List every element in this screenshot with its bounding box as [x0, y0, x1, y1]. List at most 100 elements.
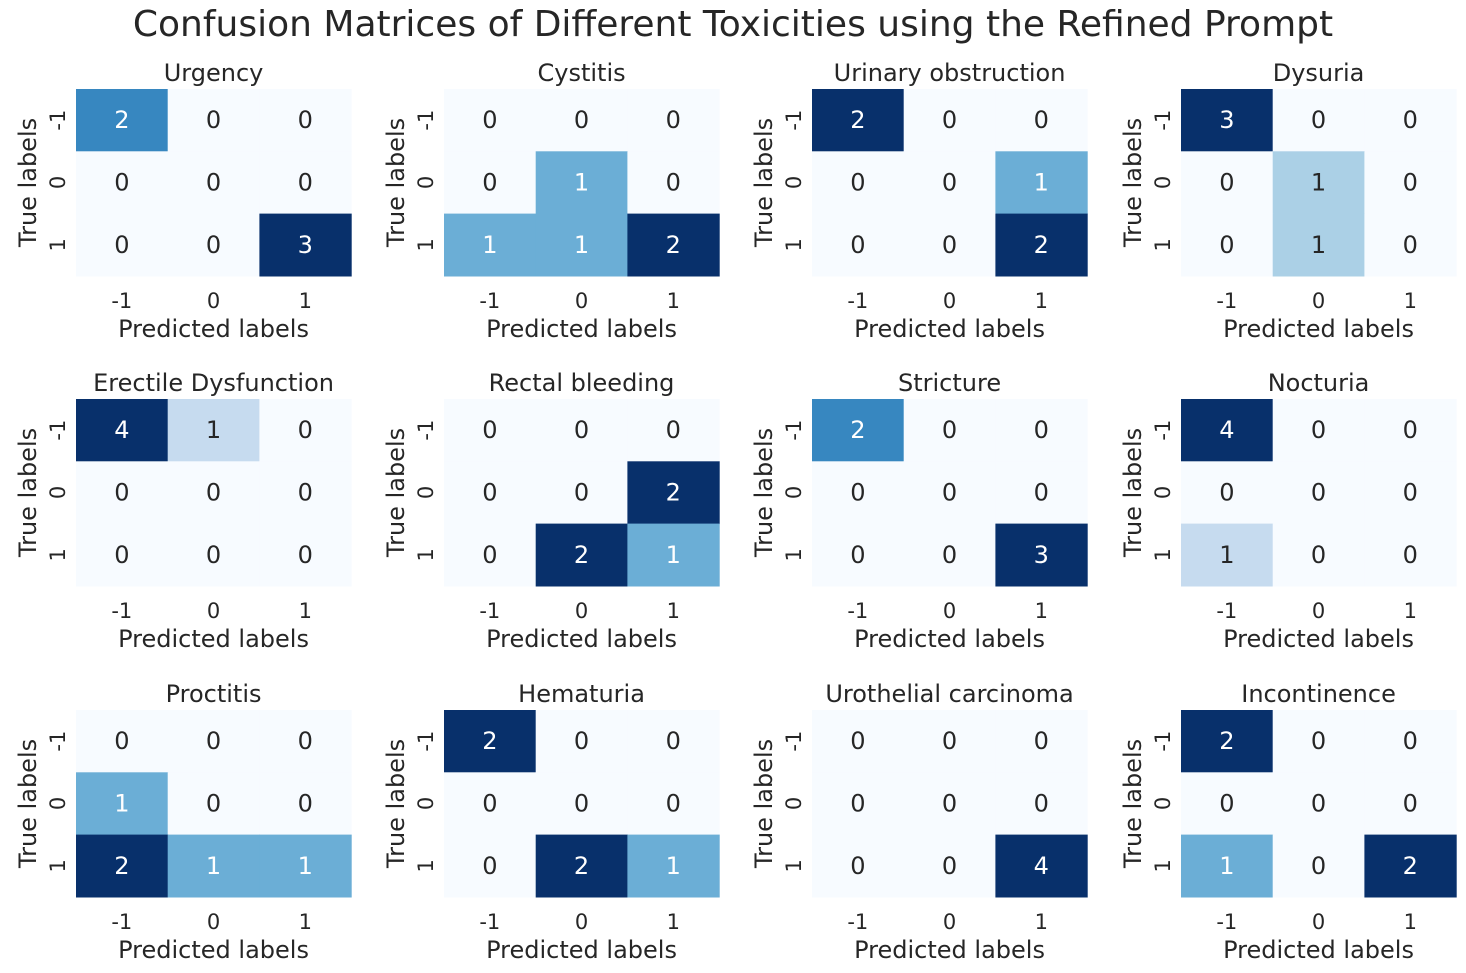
heatmap-cell: [535, 523, 628, 587]
y-tick-label: -1: [46, 731, 70, 752]
heatmap-cell: [259, 213, 352, 277]
y-axis-label: True labels: [750, 118, 778, 248]
y-tick-label: 1: [1151, 859, 1175, 872]
heatmap-title: Urinary obstruction: [834, 59, 1066, 87]
cell-value-label: 0: [850, 231, 865, 259]
heatmap-cell: [627, 710, 720, 773]
x-tick-label: 1: [1035, 599, 1048, 623]
cell-value-label: 0: [1034, 789, 1049, 817]
cell-value-label: 3: [1034, 541, 1049, 569]
cell-value-label: 2: [1403, 852, 1418, 880]
x-axis-label: Predicted labels: [118, 936, 309, 964]
y-tick-label: 1: [1151, 238, 1175, 251]
cell-value-label: 0: [942, 789, 957, 817]
heatmap-cell: [627, 461, 720, 525]
x-tick-label: 0: [1312, 910, 1325, 934]
cell-value-label: 0: [574, 727, 589, 755]
cell-value-label: 0: [298, 168, 313, 196]
cell-value-label: 2: [666, 231, 681, 259]
cell-value-label: 0: [1311, 727, 1326, 755]
x-tick-label: 1: [667, 599, 680, 623]
cell-value-label: 2: [666, 478, 681, 506]
cell-value-label: 2: [850, 416, 865, 444]
heatmap-cell: [995, 772, 1088, 836]
x-axis-label: Predicted labels: [486, 315, 677, 343]
heatmap-cell: [76, 834, 169, 898]
cell-value-label: 0: [1403, 416, 1418, 444]
cell-value-label: 0: [114, 231, 129, 259]
cell-value-label: 0: [850, 789, 865, 817]
heatmap-cell: [259, 772, 352, 836]
cell-value-label: 0: [942, 541, 957, 569]
heatmap-cell: [535, 89, 628, 152]
y-tick-label: -1: [782, 731, 806, 752]
x-tick-label: 0: [207, 910, 220, 934]
cell-value-label: 0: [1403, 168, 1418, 196]
x-tick-label: 0: [575, 289, 588, 313]
y-tick-label: 1: [782, 859, 806, 872]
heatmap-title: Stricture: [898, 369, 1001, 397]
heatmap-cell: [627, 213, 720, 277]
heatmap-title: Urgency: [164, 59, 264, 87]
cell-value-label: 0: [942, 727, 957, 755]
y-tick-label: -1: [414, 110, 438, 131]
heatmap-cell: [1272, 151, 1365, 215]
cell-value-label: 0: [114, 541, 129, 569]
heatmap-cell: [1181, 151, 1274, 215]
heatmap-cell: [812, 772, 905, 836]
y-tick-label: -1: [782, 110, 806, 131]
heatmap-cell: [1272, 834, 1365, 898]
heatmap-cell: [259, 834, 352, 898]
x-tick-label: 1: [1035, 289, 1048, 313]
x-tick-label: 1: [667, 289, 680, 313]
heatmap-cell: [995, 151, 1088, 215]
x-tick-label: 0: [943, 910, 956, 934]
y-tick-label: 0: [1151, 486, 1175, 499]
y-tick-label: 1: [782, 238, 806, 251]
y-tick-label: 1: [782, 548, 806, 561]
heatmap-cell: [76, 213, 169, 277]
x-tick-label: -1: [111, 910, 132, 934]
heatmap-cell: [535, 213, 628, 277]
cell-value-label: 0: [942, 106, 957, 134]
y-tick-label: -1: [1151, 420, 1175, 441]
cell-value-label: 0: [666, 106, 681, 134]
cell-value-label: 0: [1311, 852, 1326, 880]
heatmap-cell: [444, 523, 537, 587]
x-axis-label: Predicted labels: [1223, 625, 1414, 653]
heatmap-cell: [1181, 89, 1274, 152]
y-axis-label: True labels: [750, 739, 778, 869]
cell-value-label: 0: [1311, 789, 1326, 817]
heatmap-cell: [444, 710, 537, 773]
heatmap-cell: [1272, 523, 1365, 587]
x-tick-label: -1: [111, 599, 132, 623]
cell-value-label: 0: [1219, 168, 1234, 196]
x-tick-label: 0: [943, 599, 956, 623]
heatmap-cell: [903, 213, 996, 277]
cell-value-label: 0: [1219, 478, 1234, 506]
cell-value-label: 0: [298, 416, 313, 444]
cell-value-label: 0: [1403, 789, 1418, 817]
cell-value-label: 1: [482, 231, 497, 259]
x-tick-label: 1: [1035, 910, 1048, 934]
cell-value-label: 0: [942, 168, 957, 196]
heatmap-cell: [627, 523, 720, 587]
heatmap-cell: [903, 710, 996, 773]
y-tick-label: 0: [414, 797, 438, 810]
x-axis-label: Predicted labels: [854, 625, 1045, 653]
cell-value-label: 2: [574, 541, 589, 569]
cell-value-label: 0: [298, 727, 313, 755]
heatmap-cell: [76, 151, 169, 215]
heatmap-cell: [903, 151, 996, 215]
y-axis-label: True labels: [1119, 428, 1147, 558]
heatmap-cell: [1272, 772, 1365, 836]
y-axis-label: True labels: [14, 739, 42, 869]
cell-value-label: 0: [1403, 727, 1418, 755]
cell-value-label: 0: [1034, 478, 1049, 506]
heatmap-cell: [995, 213, 1088, 277]
y-tick-label: 1: [414, 859, 438, 872]
y-tick-label: -1: [782, 420, 806, 441]
